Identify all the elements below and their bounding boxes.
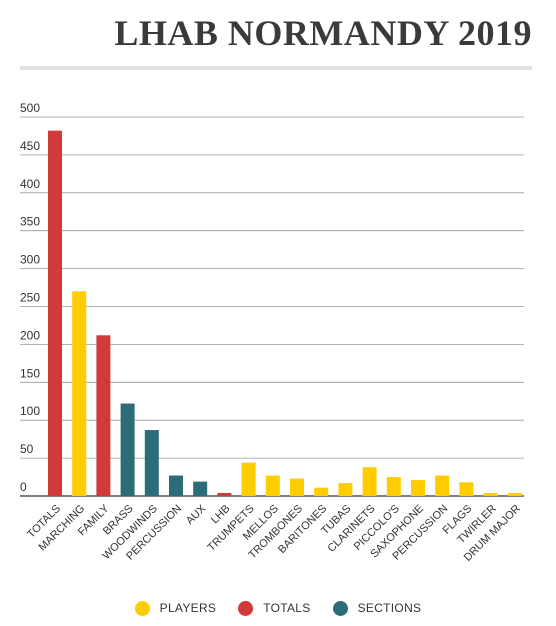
y-tick-label: 100 xyxy=(20,404,40,418)
chart-legend: PLAYERS TOTALS SECTIONS xyxy=(0,598,556,618)
y-tick-label: 350 xyxy=(20,215,40,229)
chart-grid xyxy=(20,116,524,497)
legend-swatch xyxy=(332,600,348,616)
bar xyxy=(362,467,377,496)
legend-item: TOTALS xyxy=(238,600,311,616)
bar xyxy=(217,492,232,496)
x-axis-labels: TOTALSMARCHINGFAMILYBRASSWOODWINDSPERCUS… xyxy=(25,502,523,564)
bar xyxy=(241,462,256,496)
y-tick-label: 500 xyxy=(20,101,40,115)
legend-swatch xyxy=(238,600,254,616)
legend-label: PLAYERS xyxy=(159,601,217,615)
bar xyxy=(72,291,87,496)
bar xyxy=(193,481,208,496)
legend-item: SECTIONS xyxy=(332,600,422,616)
y-tick-label: 250 xyxy=(20,291,40,305)
bar xyxy=(435,475,450,496)
chart-bars xyxy=(48,130,522,497)
bar xyxy=(459,482,474,496)
bar xyxy=(483,492,498,496)
bar xyxy=(96,335,111,496)
title-divider xyxy=(20,66,532,70)
bar xyxy=(411,480,425,496)
y-tick-label: 50 xyxy=(20,442,34,456)
bar xyxy=(265,475,280,496)
bar xyxy=(338,483,353,496)
legend-label: TOTALS xyxy=(263,601,311,615)
page-title: LHAB NORMANDY 2019 xyxy=(114,13,532,53)
bar xyxy=(386,477,401,496)
legend-item: PLAYERS xyxy=(134,600,217,616)
bar xyxy=(48,130,62,497)
bar xyxy=(144,430,159,496)
legend-swatch xyxy=(134,600,150,616)
y-tick-label: 200 xyxy=(20,328,40,342)
y-axis-labels: 0 50 100 150 200 250 300 350 400 450 500 xyxy=(20,101,40,494)
bar xyxy=(120,403,135,496)
legend-label: SECTIONS xyxy=(357,601,422,615)
x-tick-label: AUX xyxy=(184,502,209,527)
bar xyxy=(314,487,329,496)
y-tick-label: 300 xyxy=(20,253,40,267)
y-tick-label: 400 xyxy=(20,177,40,191)
y-tick-label: 450 xyxy=(20,139,40,153)
bar xyxy=(290,478,304,496)
bar-chart: 0 50 100 150 200 250 300 350 400 450 500 TOTALSMAR… xyxy=(20,101,524,564)
bar xyxy=(507,492,522,496)
y-tick-label: 0 xyxy=(20,480,27,494)
y-tick-label: 150 xyxy=(20,366,40,380)
bar xyxy=(169,475,183,496)
